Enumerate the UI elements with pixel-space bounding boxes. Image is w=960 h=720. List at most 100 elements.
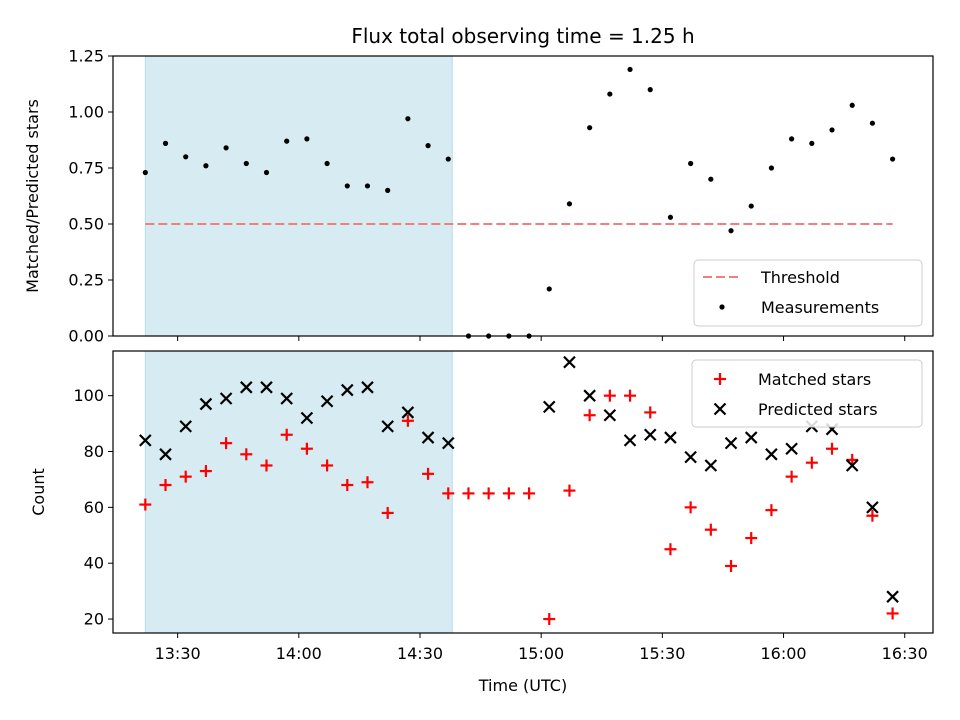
predicted-star-point [260, 381, 273, 394]
predicted-star-point [139, 434, 152, 447]
matched-star-point [523, 487, 536, 500]
predicted-star-point [159, 448, 172, 461]
cross-stroke [542, 400, 556, 414]
ratio-legend-box [693, 259, 923, 327]
matched-star-point [280, 428, 293, 441]
measurement-point [162, 140, 169, 146]
count-legend: Matched stars Predicted stars [691, 359, 923, 428]
x-tick-label: 15:00 [518, 644, 564, 663]
measurement-point [708, 176, 714, 182]
count-legend-box [691, 359, 923, 428]
ratio-legend: Threshold Measurements [693, 259, 923, 327]
measurement-point [587, 125, 593, 131]
matched-star-point [846, 453, 859, 466]
measurement-point [364, 183, 371, 189]
count-panel: 20 40 60 80 100 13:30 14:00 14:30 15:00 15:30 16:… [29, 350, 934, 695]
threshold-legend-label: Threshold [760, 268, 840, 287]
y-tick-label: 100 [73, 386, 104, 405]
matched-star-point [603, 389, 616, 402]
measurement-point [789, 136, 795, 142]
matched-star-point [422, 467, 435, 480]
cross-stroke [300, 411, 314, 425]
matched-star-point [321, 459, 334, 472]
cross-stroke [744, 431, 758, 444]
measurement-point [869, 120, 876, 126]
cross-stroke [785, 442, 798, 456]
cross-stroke [664, 431, 677, 444]
cross-stroke [320, 394, 334, 408]
cross-stroke [280, 392, 293, 405]
predicted-star-point [886, 590, 899, 603]
predicted-legend-glyph [713, 402, 727, 416]
predicted-star-point [623, 434, 637, 447]
measurement-point [647, 87, 653, 93]
cross-stroke [381, 420, 394, 433]
measurement-point [344, 183, 350, 189]
matched-star-point [583, 409, 596, 422]
cross-stroke [341, 383, 354, 397]
y-tick-label: 0.00 [68, 327, 104, 346]
matched-star-point [664, 543, 677, 556]
chart-title: Flux total observing time = 1.25 h [351, 24, 694, 48]
predicted-star-point [280, 392, 293, 405]
matched-star-point [684, 501, 697, 514]
measurement-point [142, 169, 148, 176]
predicted-star-point [199, 397, 213, 411]
shaded-span-rect [144, 55, 453, 337]
measurement-point [546, 286, 552, 292]
predicted-star-point [704, 459, 718, 472]
matched-legend-marker [714, 373, 726, 385]
predicted-star-point [361, 381, 374, 394]
cross-stroke [713, 402, 727, 416]
measurement-point [263, 169, 270, 176]
cross-stroke [401, 406, 415, 419]
predicted-star-point [542, 400, 556, 414]
matched-star-point [220, 437, 233, 450]
y-tick-label: 0.50 [68, 215, 104, 234]
cross-stroke [886, 590, 899, 603]
predicted-star-point [785, 442, 798, 456]
cross-stroke [159, 448, 172, 461]
matched-star-point [381, 506, 394, 519]
cross-stroke [583, 389, 596, 402]
cross-stroke [623, 434, 637, 447]
predicted-star-point [320, 394, 334, 408]
x-tick-label: 16:00 [760, 644, 806, 663]
cross-stroke [684, 450, 697, 464]
matched-star-point [401, 414, 414, 427]
y-tick-label: 1.25 [68, 47, 104, 66]
predicted-star-point [341, 383, 354, 397]
x-tick-label: 14:00 [276, 644, 322, 663]
cross-stroke [704, 459, 718, 472]
y-tick-label: 0.75 [68, 159, 104, 178]
matched-star-point [745, 532, 758, 545]
measurement-point [566, 201, 573, 207]
matched-star-point [644, 406, 657, 419]
ratio-y-ticks: 0.00 0.25 0.50 0.75 1.00 1.25 [68, 47, 113, 346]
measurement-legend-label: Measurements [761, 298, 879, 317]
predicted-star-point [421, 431, 435, 444]
predicted-star-point [300, 411, 314, 425]
matched-stars-points [139, 389, 899, 626]
count-y-axis-label: Count [29, 468, 48, 516]
predicted-star-point [866, 501, 879, 514]
matched-star-point [785, 470, 798, 483]
cross-stroke [219, 392, 233, 405]
measurement-point [445, 156, 451, 162]
cross-stroke [361, 381, 374, 394]
matched-star-point [704, 523, 717, 536]
predicted-star-point [845, 459, 859, 472]
cross-stroke [441, 436, 455, 450]
measurement-point [768, 165, 775, 171]
matched-star-point [179, 470, 192, 483]
x-tick-label: 14:30 [397, 644, 443, 663]
measurement-point [728, 228, 734, 234]
count-x-ticks: 13:30 14:00 14:30 15:00 15:30 16:00 16:30 [155, 633, 928, 663]
measurement-point [304, 136, 310, 142]
cross-stroke [421, 431, 435, 444]
measurement-point [243, 160, 249, 167]
measurement-point [809, 140, 815, 146]
predicted-star-point [664, 431, 677, 444]
predicted-star-point [643, 428, 657, 442]
count-y-ticks: 20 40 60 80 100 [73, 386, 113, 629]
